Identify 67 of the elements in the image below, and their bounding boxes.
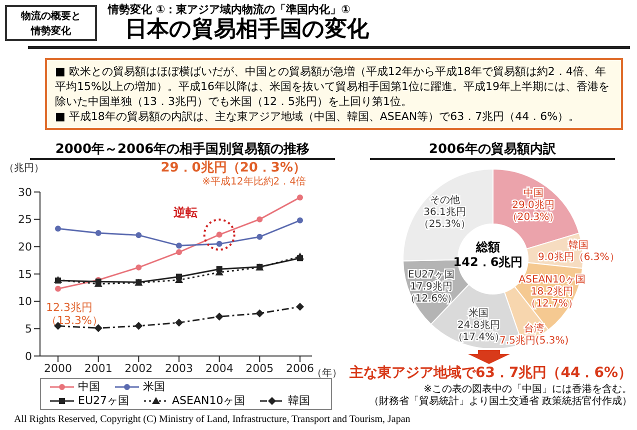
point	[175, 318, 183, 327]
data-label: 17.9兆円（12.6%）	[405, 280, 458, 304]
y-tick-label: 0	[25, 350, 32, 363]
x-axis-title: （年）	[312, 367, 342, 379]
annotation: 29．0兆円（20．3%）	[160, 160, 306, 176]
slice-label: 中国	[523, 186, 544, 199]
text: 主な東アジア地域で63．7兆円（44．6%）	[350, 364, 632, 382]
data-label: 9.0兆円（6.3%）	[538, 250, 620, 263]
point	[297, 194, 303, 200]
legend-label: ASEAN10ヶ国	[172, 394, 246, 408]
point	[297, 217, 303, 224]
legend-label: 米国	[143, 380, 165, 394]
data-label: 36.1兆円（25.3%）	[418, 206, 471, 230]
point	[296, 302, 304, 311]
text: ※この表の図表中の「中国」には香港を含む。	[422, 384, 632, 396]
x-tick-label: 2004	[205, 362, 234, 375]
point	[176, 249, 182, 256]
x-tick-label: 2003	[165, 362, 193, 375]
text: ■ 欧米との貿易額はほぼ横ばいだが、中国との貿易額が急増（平成12年から平成18年で貿易額は約2．4倍、年平均15%以上の増加）。平成16年以降は、米国を抜いて貿易相手国第1位に躍進。平成19年上半期には、香港を除いた中国単独（13．3兆円）でも米国（12．5兆円）を上回り第1位。	[55, 64, 610, 109]
point	[296, 252, 304, 260]
chart-title: 2000年～2006年の相手国別貿易額の推移	[30, 140, 335, 160]
point	[256, 309, 264, 318]
annotation: 逆転	[172, 206, 198, 220]
point	[176, 242, 182, 249]
text: 情勢変化 ①：東アジア域内物流の「準国内化」①	[108, 2, 350, 16]
annotation: 12.3兆円（13.3%）	[46, 300, 103, 327]
text: All Rights Reserved, Copyright (C) Ministry of Land, Infrastructure, Transport and Tourism, Japan	[14, 414, 410, 425]
legend-label: EU27ヶ国	[78, 394, 129, 408]
x-tick-label: 2002	[124, 362, 153, 375]
y-tick-label: 5	[25, 322, 32, 336]
point	[215, 312, 224, 321]
y-tick-label: 15	[18, 268, 32, 281]
data-label: 29.0兆円（20.3%）	[507, 198, 560, 223]
legend-label: 韓国	[288, 394, 310, 408]
text: 総額 142．6兆円	[453, 240, 523, 270]
point	[136, 264, 142, 270]
legend-label: 中国	[78, 380, 100, 394]
point	[55, 226, 61, 232]
point	[136, 232, 142, 238]
chart-title: 2006年の貿易額内訳	[370, 140, 615, 160]
text: ※平成12年比約2．4倍	[202, 175, 306, 188]
x-tick-label: 2005	[246, 362, 274, 375]
slice-label: その他	[430, 194, 460, 206]
text: 物流の概要と情勢変化	[5, 5, 97, 41]
slice-label: 韓国	[568, 238, 589, 251]
slice-label: 米国	[468, 306, 489, 319]
x-tick-label: 2001	[84, 362, 112, 375]
point	[256, 216, 263, 222]
y-tick-label: 20	[18, 240, 32, 254]
slice-label: EU27ヶ国	[408, 269, 454, 280]
text: 日本の貿易相手国の変化	[125, 17, 369, 42]
point	[134, 322, 143, 330]
point	[216, 240, 222, 247]
data-label: 7.5兆円(5.3%)	[500, 334, 569, 347]
y-tick-label: 10	[18, 295, 32, 308]
point	[94, 324, 102, 332]
x-tick-label: 2006	[286, 362, 314, 375]
point	[55, 286, 61, 292]
text: ■ 平成18年の貿易額の内訳は、主な東アジア地域（中国、韓国、ASEAN等）で63．7兆円（44．6%）。	[55, 109, 581, 124]
x-tick-label: 2000	[44, 362, 72, 375]
y-axis-title: （兆円）	[4, 162, 44, 174]
y-tick-label: 30	[18, 186, 32, 199]
text: （財務省「貿易統計」より国土交通省 政策統括官付作成）	[368, 396, 632, 408]
y-tick-label: 25	[18, 213, 32, 226]
point	[95, 230, 102, 236]
slice-label: 台湾	[524, 322, 544, 335]
point	[256, 234, 263, 240]
